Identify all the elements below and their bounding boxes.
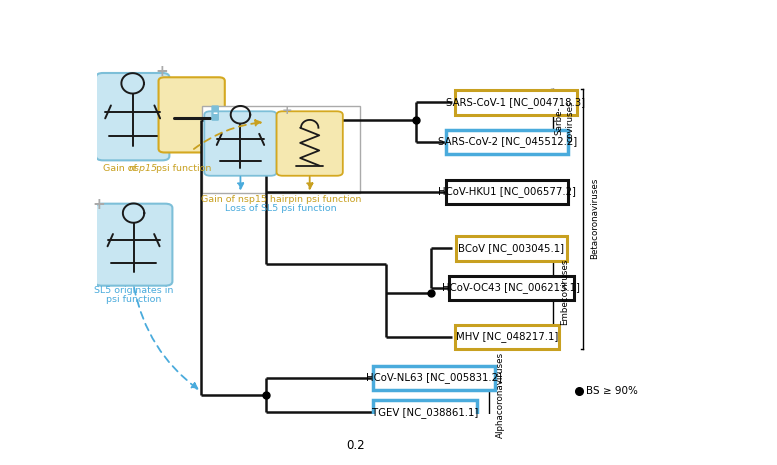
FancyBboxPatch shape [96,73,169,160]
FancyBboxPatch shape [446,179,568,204]
Text: nsp15: nsp15 [129,164,158,173]
Text: Betacoronaviruses: Betacoronaviruses [590,178,599,259]
FancyBboxPatch shape [455,325,559,349]
Text: BCoV [NC_003045.1]: BCoV [NC_003045.1] [458,243,564,254]
Text: HCoV-HKU1 [NC_006577.2]: HCoV-HKU1 [NC_006577.2] [438,186,577,197]
Text: Gain of nsp15 hairpin psi function: Gain of nsp15 hairpin psi function [201,195,361,204]
Text: TGEV [NC_038861.1]: TGEV [NC_038861.1] [372,406,479,418]
FancyBboxPatch shape [373,366,496,390]
FancyBboxPatch shape [159,77,225,153]
FancyBboxPatch shape [202,106,361,193]
Text: Loss of SL5 psi function: Loss of SL5 psi function [225,204,337,213]
Text: +: + [155,65,169,80]
Text: Gain of: Gain of [103,164,140,173]
Text: +: + [92,197,106,212]
FancyBboxPatch shape [95,204,172,286]
Text: psi function: psi function [152,164,211,173]
Text: MHV [NC_048217.1]: MHV [NC_048217.1] [456,332,559,342]
Text: 0.2: 0.2 [347,439,365,452]
Text: SARS-CoV-1 [NC_004718.3]: SARS-CoV-1 [NC_004718.3] [446,97,585,108]
Text: BS ≥ 90%: BS ≥ 90% [586,385,638,396]
Text: -: - [213,106,218,120]
Text: Sarbe-
coviruses: Sarbe- coviruses [555,100,574,142]
FancyBboxPatch shape [446,130,568,154]
Text: Alphacoronaviruses: Alphacoronaviruses [496,352,504,438]
Text: HCoV-NL63 [NC_005831.2]: HCoV-NL63 [NC_005831.2] [366,372,503,384]
FancyBboxPatch shape [456,236,566,260]
Text: SARS-CoV-2 [NC_045512.2]: SARS-CoV-2 [NC_045512.2] [437,136,577,147]
Text: psi function: psi function [106,295,162,304]
FancyBboxPatch shape [449,276,574,300]
Text: +: + [282,104,293,117]
FancyBboxPatch shape [204,111,277,176]
Text: Embecoviruses: Embecoviruses [560,259,569,325]
FancyBboxPatch shape [373,400,477,424]
Text: SL5 originates in: SL5 originates in [94,286,173,295]
FancyBboxPatch shape [455,90,577,114]
FancyBboxPatch shape [277,111,343,176]
Text: HCoV-OC43 [NC_006213.1]: HCoV-OC43 [NC_006213.1] [442,282,580,293]
